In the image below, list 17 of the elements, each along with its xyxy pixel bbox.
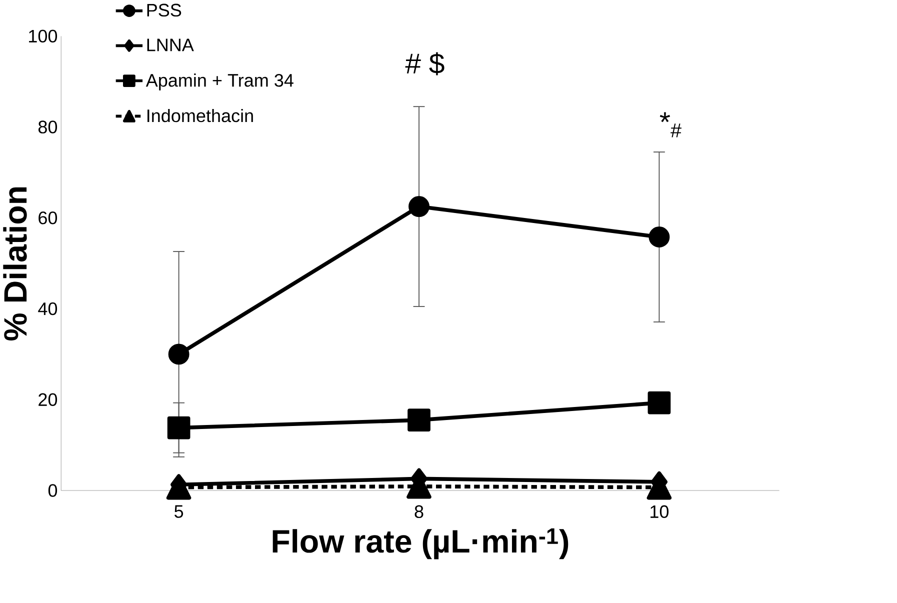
legend-label: Apamin + Tram 34 xyxy=(146,74,294,90)
y-tick-label: 80 xyxy=(38,120,58,134)
y-tick-label: 40 xyxy=(38,302,58,316)
x-tick-label: 5 xyxy=(174,505,184,518)
y-tick-label: 60 xyxy=(38,212,58,224)
legend-label: Indomethacin xyxy=(148,108,253,122)
y-axis-title: % Dilation xyxy=(3,187,27,341)
x-tick-label: 8 xyxy=(414,505,424,518)
x-tick-label: 10 xyxy=(650,505,669,518)
y-tick-label: 0 xyxy=(48,484,58,497)
x-axis-title: Flow rate (µL·min$^{-1}$) xyxy=(272,528,568,560)
annotation: *$_{#}$ xyxy=(660,112,682,138)
annotation: # $ xyxy=(405,52,444,76)
legend-label: PSS xyxy=(147,4,182,17)
y-tick-label: 100 xyxy=(29,30,58,43)
legend-label: LNNA xyxy=(147,38,194,52)
y-tick-label: 20 xyxy=(38,393,58,406)
